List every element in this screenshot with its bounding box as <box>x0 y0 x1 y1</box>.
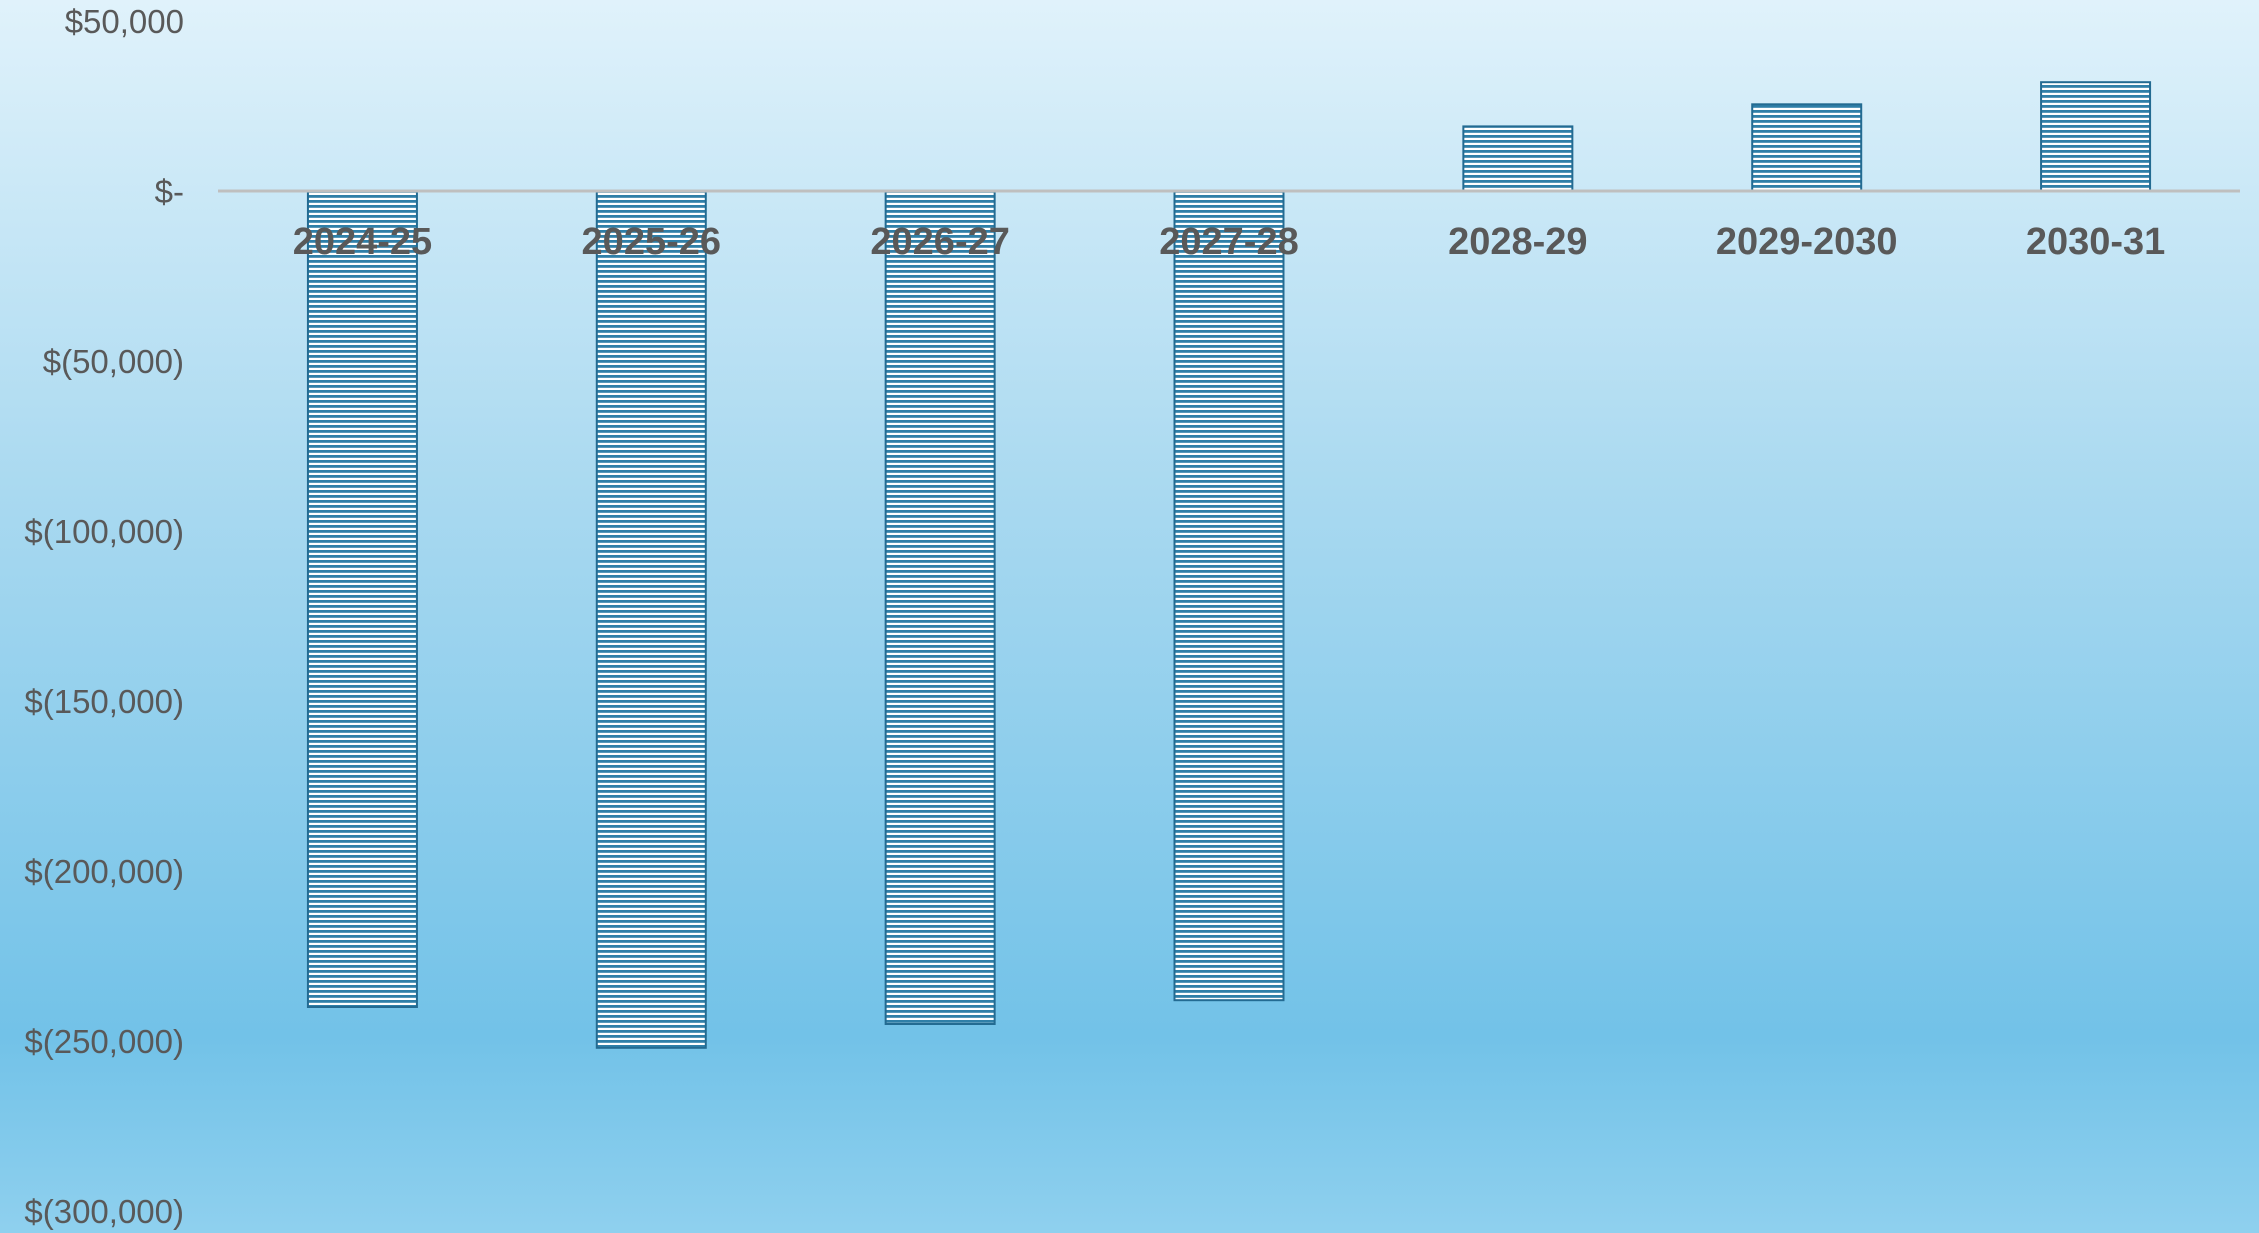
bar <box>2040 81 2152 192</box>
y-axis-tick-labels: $50,000 $- $(50,000) $(100,000) $(150,000) $(… <box>24 3 184 1230</box>
x-tick-label: 2024-25 <box>293 221 432 263</box>
bar <box>1173 190 1285 1002</box>
x-tick-label: 2030-31 <box>2026 221 2165 263</box>
y-tick-label: $(250,000) <box>24 1023 184 1060</box>
x-axis-tick-labels: 2024-25 2025-26 2026-27 2027-28 2028-29 2029-… <box>293 221 2166 263</box>
y-tick-label: $- <box>155 173 184 210</box>
bar <box>1462 125 1574 192</box>
x-tick-label: 2029-2030 <box>1716 221 1898 263</box>
x-tick-label: 2025-26 <box>582 221 721 263</box>
bar <box>306 190 418 1008</box>
y-tick-label: $(200,000) <box>24 853 184 890</box>
bar <box>595 190 707 1049</box>
y-tick-label: $50,000 <box>65 3 184 40</box>
bar <box>884 190 996 1025</box>
y-tick-label: $(100,000) <box>24 513 184 550</box>
y-tick-label: $(50,000) <box>43 343 184 380</box>
x-tick-label: 2028-29 <box>1448 221 1587 263</box>
x-tick-label: 2027-28 <box>1159 221 1298 263</box>
y-tick-label: $(150,000) <box>24 683 184 720</box>
x-tick-label: 2026-27 <box>870 221 1009 263</box>
bar <box>1751 103 1863 192</box>
y-tick-label: $(300,000) <box>24 1193 184 1230</box>
